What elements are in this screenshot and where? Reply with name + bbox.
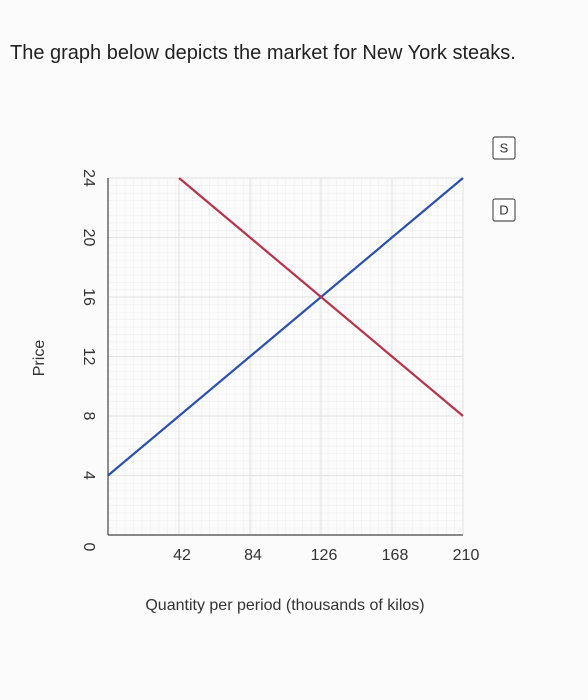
y-tick-label: 4: [80, 471, 97, 480]
legend-label: D: [499, 202, 508, 217]
x-axis-label: Quantity per period (thousands of kilos): [145, 597, 424, 614]
legend-button[interactable]: S: [492, 136, 516, 160]
legend-button[interactable]: D: [492, 198, 516, 222]
y-tick-label: 16: [80, 288, 97, 306]
line: [178, 177, 464, 417]
y-tick-label: 8: [80, 412, 97, 421]
y-tick-label: 20: [80, 229, 97, 247]
line: [107, 177, 464, 477]
x-tick-label: 42: [173, 547, 191, 564]
y-axis-label: Price: [31, 340, 48, 377]
legend-box: [492, 198, 516, 222]
x-tick-label: 84: [244, 547, 262, 564]
y-tick-label: 24: [80, 169, 97, 187]
legend-label: S: [500, 140, 509, 155]
question-text: The graph below depicts the market for N…: [10, 42, 516, 64]
x-tick-label: 126: [311, 547, 338, 564]
x-tick-label: 168: [382, 547, 409, 564]
y-tick-label: 0: [80, 543, 97, 552]
x-tick-label: 210: [453, 547, 480, 564]
y-tick-label: 12: [80, 348, 97, 366]
legend-box: [492, 136, 516, 160]
